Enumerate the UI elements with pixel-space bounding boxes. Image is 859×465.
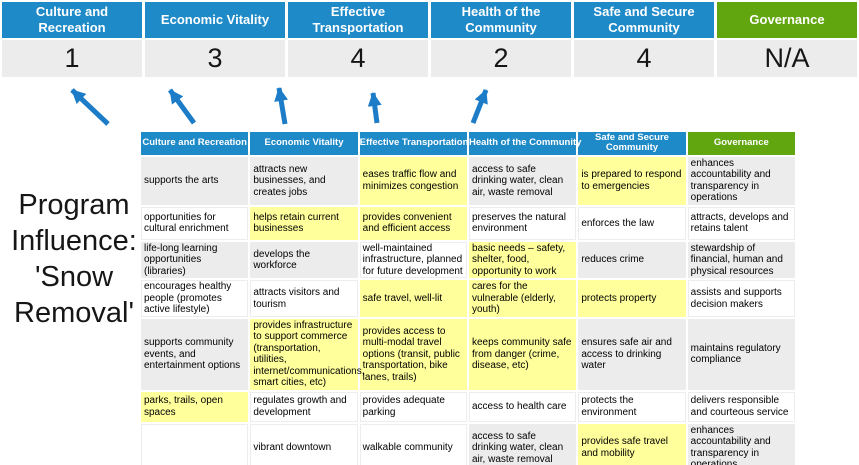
score-value: 3 xyxy=(145,40,285,77)
score-value: 1 xyxy=(2,40,142,77)
matrix-cell: ensures safe air and access to drinking … xyxy=(578,318,686,390)
matrix-header-economic-vitality: Economic Vitality xyxy=(250,132,358,155)
summary-header: Effective Transportation xyxy=(288,2,428,38)
matrix-cell: cares for the vulnerable (elderly, youth… xyxy=(468,280,577,317)
score-value: N/A xyxy=(717,40,857,77)
matrix-cell xyxy=(141,423,249,465)
program-influence-label: Program Influence: 'Snow Removal' xyxy=(0,187,148,331)
up-arrow-icon xyxy=(367,92,382,124)
matrix-cell: helps retain current businesses xyxy=(250,206,358,240)
program-label-line: 'Snow xyxy=(34,261,114,293)
matrix-cell: maintains regulatory compliance xyxy=(687,318,795,390)
matrix-cell: is prepared to respond to emergencies xyxy=(578,156,686,205)
matrix-cell: vibrant downtown xyxy=(250,423,358,465)
matrix-header-health-community: Health of the Community xyxy=(468,132,581,155)
matrix-cell: encourages healthy people (promotes acti… xyxy=(141,280,249,317)
matrix-header-row: Culture and Recreation Economic Vitality… xyxy=(141,132,795,155)
up-arrow-icon xyxy=(470,89,489,124)
matrix-cell: access to safe drinking water, clean air… xyxy=(468,423,577,465)
matrix-cell: develops the workforce xyxy=(250,241,358,279)
summary-col-health-community: Health of the Community 2 xyxy=(431,2,571,77)
matrix-cell: enhances accountability and transparency… xyxy=(687,156,795,205)
matrix-cell: preserves the natural environment xyxy=(468,206,577,240)
matrix-header-safe-secure: Safe and Secure Community xyxy=(578,132,686,155)
matrix-cell: enhances accountability and transparency… xyxy=(687,423,795,465)
summary-header: Economic Vitality xyxy=(145,2,285,38)
matrix-cell: provides access to multi-modal travel op… xyxy=(359,318,467,390)
matrix-cell: supports the arts xyxy=(141,156,249,205)
matrix-cell: well-maintained infrastructure, planned … xyxy=(359,241,467,279)
score-value: 4 xyxy=(574,40,714,77)
matrix-cell: walkable community xyxy=(359,423,467,465)
matrix-cell: provides adequate parking xyxy=(359,391,467,422)
program-label-line: Influence: xyxy=(11,225,137,257)
summary-col-economic-vitality: Economic Vitality 3 xyxy=(145,2,285,77)
matrix-cell: parks, trails, open spaces xyxy=(141,391,249,422)
matrix-row: opportunities for cultural enrichment hel… xyxy=(141,206,795,240)
priority-matrix-table: Culture and Recreation Economic Vitality… xyxy=(139,130,797,465)
up-arrow-icon xyxy=(70,88,110,126)
matrix-cell: life-long learning opportunities (librar… xyxy=(141,241,249,279)
matrix-cell: access to safe drinking water, clean air… xyxy=(468,156,577,205)
summary-header: Governance xyxy=(717,2,857,38)
matrix-row: parks, trails, open spaces regulates grow… xyxy=(141,391,795,422)
matrix-cell: access to health care xyxy=(468,391,577,422)
matrix-cell: supports community events, and entertain… xyxy=(141,318,249,390)
matrix-header-governance: Governance xyxy=(687,132,795,155)
matrix-cell: protects property xyxy=(578,280,686,317)
summary-header: Safe and Secure Community xyxy=(574,2,714,38)
matrix-header-culture-recreation: Culture and Recreation xyxy=(141,132,249,155)
matrix-cell: safe travel, well-lit xyxy=(359,280,467,317)
matrix-row: encourages healthy people (promotes acti… xyxy=(141,280,795,317)
program-label-line: Program xyxy=(18,189,130,221)
matrix-cell: provides infrastructure to support comme… xyxy=(250,318,365,390)
matrix-cell: keeps community safe from danger (crime,… xyxy=(468,318,577,390)
summary-header: Health of the Community xyxy=(431,2,571,38)
matrix-cell: eases traffic flow and minimizes congest… xyxy=(359,156,467,205)
matrix-row: supports the arts attracts new businesses… xyxy=(141,156,795,205)
summary-col-culture-recreation: Culture and Recreation 1 xyxy=(2,2,142,77)
matrix-cell: provides convenient and efficient access xyxy=(359,206,467,240)
matrix-cell: attracts new businesses, and creates job… xyxy=(250,156,358,205)
matrix-cell: delivers responsible and courteous servi… xyxy=(687,391,795,422)
matrix-cell: provides safe travel and mobility xyxy=(578,423,686,465)
matrix-cell: protects the environment xyxy=(578,391,686,422)
matrix-cell: attracts, develops and retains talent xyxy=(687,206,795,240)
up-arrow-icon xyxy=(167,88,197,125)
matrix-cell: assists and supports decision makers xyxy=(687,280,795,317)
summary-band: Culture and Recreation 1 Economic Vitali… xyxy=(2,2,857,77)
score-value: 2 xyxy=(431,40,571,77)
matrix-cell: regulates growth and development xyxy=(250,391,358,422)
matrix-cell: basic needs – safety, shelter, food, opp… xyxy=(468,241,577,279)
score-arrows xyxy=(70,87,489,126)
score-value: 4 xyxy=(288,40,428,77)
up-arrow-icon xyxy=(274,87,289,125)
summary-col-safe-secure: Safe and Secure Community 4 xyxy=(574,2,714,77)
summary-header: Culture and Recreation xyxy=(2,2,142,38)
matrix-cell: opportunities for cultural enrichment xyxy=(141,206,249,240)
matrix-row: life-long learning opportunities (librar… xyxy=(141,241,795,279)
matrix-cell: enforces the law xyxy=(578,206,686,240)
matrix-cell: stewardship of financial, human and phys… xyxy=(687,241,795,279)
matrix-row: supports community events, and entertain… xyxy=(141,318,795,390)
matrix-body: supports the arts attracts new businesses… xyxy=(141,156,795,465)
matrix-header-effective-transportation: Effective Transportation xyxy=(359,132,468,155)
matrix-cell: reduces crime xyxy=(578,241,686,279)
summary-col-governance: Governance N/A xyxy=(717,2,857,77)
matrix-cell: attracts visitors and tourism xyxy=(250,280,358,317)
summary-col-effective-transportation: Effective Transportation 4 xyxy=(288,2,428,77)
matrix-row: vibrant downtown walkable community access… xyxy=(141,423,795,465)
program-label-line: Removal' xyxy=(14,297,134,329)
